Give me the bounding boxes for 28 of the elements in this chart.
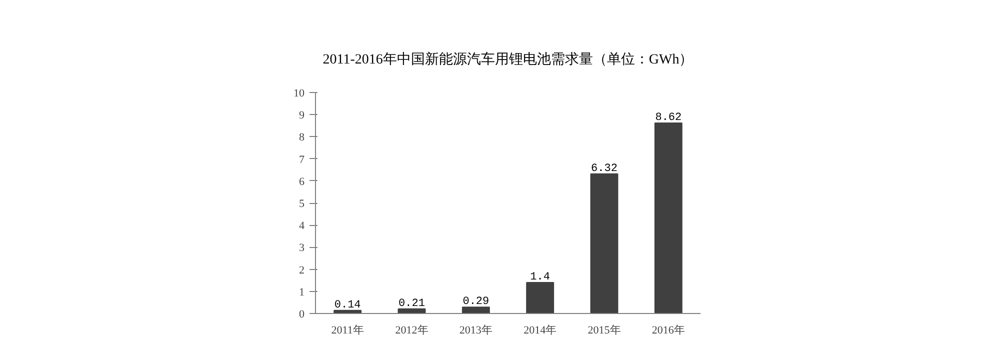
data-label: 6.32 (591, 162, 618, 175)
x-tick-label: 2015年 (588, 324, 621, 336)
data-label: 0.14 (334, 299, 362, 312)
x-tick-label: 2016年 (652, 324, 685, 336)
bar (590, 173, 618, 314)
y-tick-label: 10 (294, 88, 305, 100)
y-tick-label: 2 (299, 264, 304, 276)
y-tick-label: 3 (299, 242, 305, 254)
bar (654, 122, 682, 314)
bar (462, 306, 490, 314)
x-tick-label: 2012年 (395, 324, 428, 336)
data-label: 8.62 (655, 112, 682, 124)
y-tick-label: 8 (299, 132, 305, 144)
data-label: 1.4 (530, 272, 550, 284)
x-tick-label: 2014年 (524, 324, 557, 336)
data-label: 0.29 (462, 296, 490, 308)
y-tick-label: 4 (299, 220, 305, 232)
x-tick-label: 2013年 (459, 324, 492, 336)
bar (526, 282, 554, 314)
data-label: 0.21 (398, 298, 426, 310)
y-tick-label: 5 (299, 198, 305, 210)
y-tick-label: 1 (299, 286, 304, 298)
y-tick-label: 9 (299, 110, 305, 122)
y-tick-label: 6 (299, 176, 305, 188)
y-tick-label: 7 (299, 154, 305, 166)
x-tick-label: 2011年 (331, 324, 364, 336)
y-tick-label: 0 (299, 308, 305, 320)
chart-title: 2011-2016年中国新能源汽车用锂电池需求量（单位：GWh） (322, 52, 694, 68)
